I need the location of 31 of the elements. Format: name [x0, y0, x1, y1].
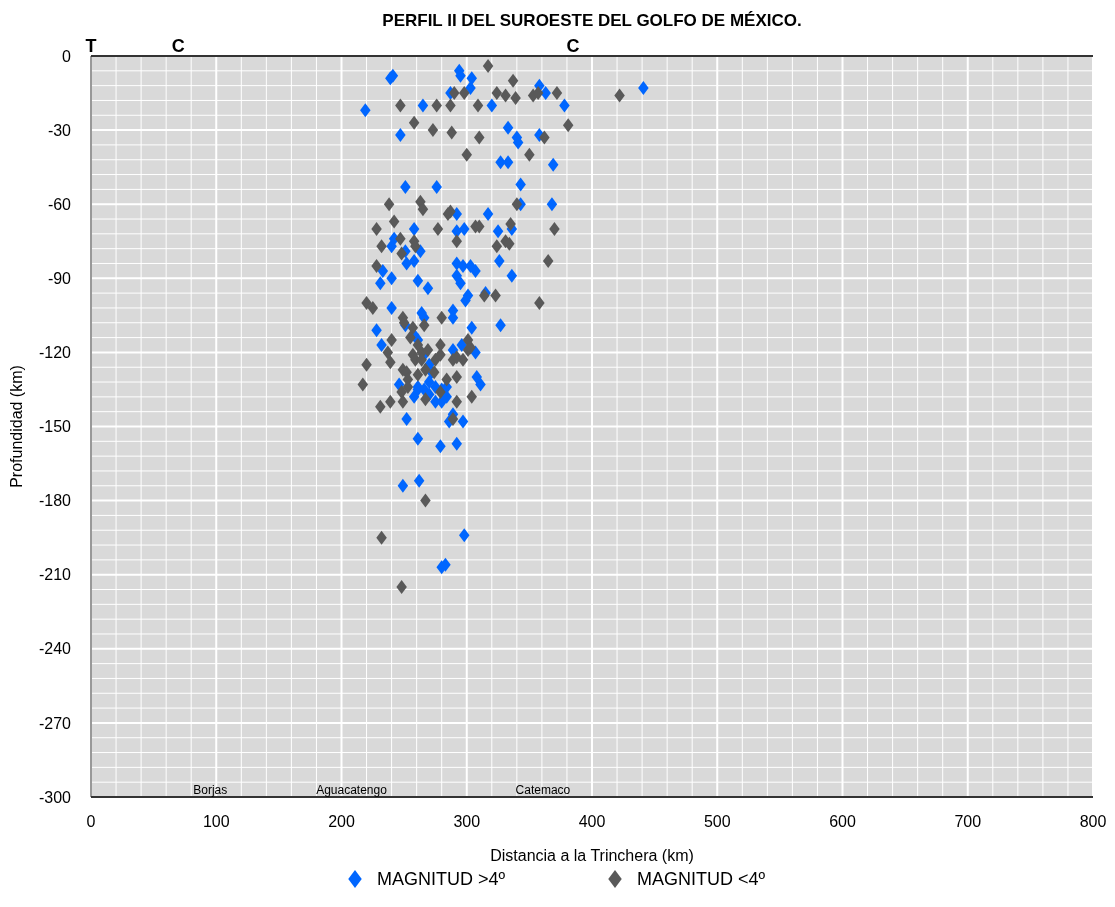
x-tick-label: 400 [578, 813, 606, 830]
y-tick-label: -120 [38, 344, 72, 361]
annotation: T [85, 36, 97, 56]
y-tick-label: -90 [47, 269, 72, 287]
y-axis-title: Profundidad (km) [8, 365, 25, 488]
y-tick-label: -60 [47, 195, 72, 213]
legend-label: MAGNITUD <4º [637, 869, 766, 889]
legend-label: MAGNITUD >4º [377, 869, 506, 889]
y-tick-label: 0 [62, 47, 72, 65]
y-tick-label: -240 [38, 640, 72, 658]
x-axis-title: Distancia a la Trinchera (km) [490, 847, 694, 864]
x-tick-label: 300 [453, 813, 481, 830]
x-tick-label: 100 [202, 813, 230, 830]
y-tick-label: -150 [38, 418, 72, 436]
x-tick-label: 500 [703, 813, 731, 830]
x-tick-label: 200 [328, 813, 355, 830]
y-tick-label: -270 [38, 714, 72, 732]
annotation: Borjas [193, 783, 228, 797]
y-tick-label: -30 [47, 121, 72, 139]
x-tick-label: 700 [954, 813, 982, 830]
x-tick-label: 600 [829, 813, 856, 830]
x-tick-label: 0 [86, 813, 96, 830]
y-tick-label: -210 [38, 566, 72, 584]
y-tick-label: -300 [38, 788, 72, 806]
y-tick-label: -180 [38, 492, 72, 510]
annotation: C [566, 36, 580, 56]
annotation: Catemaco [515, 783, 571, 797]
chart-title: PERFIL II DEL SUROESTE DEL GOLFO DE MÉXICO. [382, 11, 802, 30]
x-tick-label: 800 [1079, 813, 1107, 830]
annotation: C [171, 36, 185, 56]
annotation: Aguacatengo [316, 783, 388, 797]
